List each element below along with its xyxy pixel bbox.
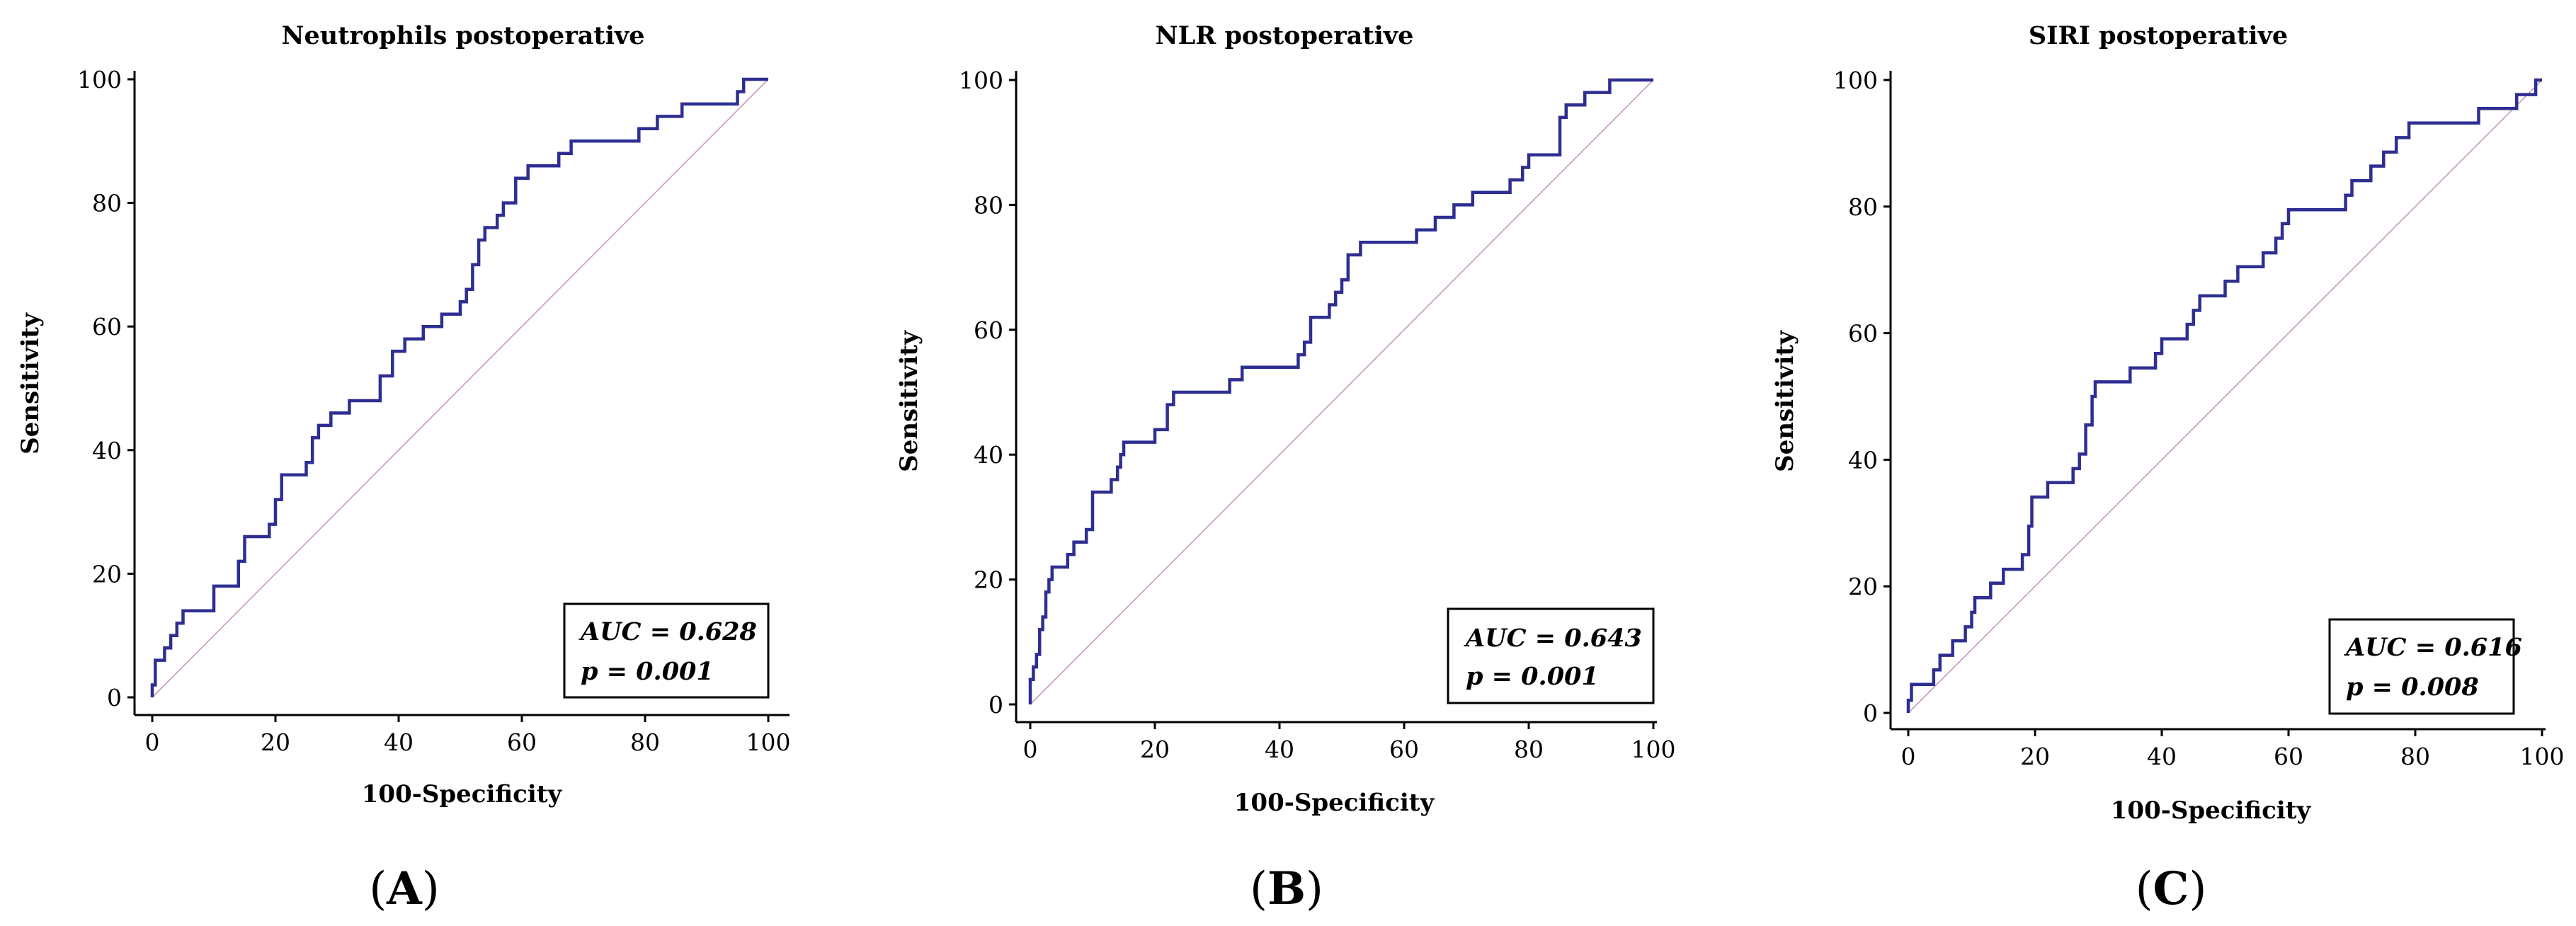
chart-c-y-tick-label: 80	[1848, 193, 1878, 221]
chart-b-y-axis-title: Sensitivity	[895, 330, 923, 472]
chart-b: NLR postoperative 00 20 20 40 40 60 60 80 80 100 1…	[895, 21, 1676, 915]
chart-c-title: SIRI postoperative	[2029, 21, 2288, 50]
chart-b-stats-box	[1447, 607, 1655, 704]
chart-a-stats-box	[563, 602, 770, 699]
chart-b-x-tick-label: 80	[1514, 736, 1544, 763]
chart-c: SIRI postoperative 00 20 20 40 40 60 60 80 80 100…	[1771, 21, 2565, 915]
chart-a-y-axis-title: Sensitivity	[16, 312, 45, 455]
chart-c-ticks: 00 20 20 40 40 60 60 80 80 100 100	[1833, 67, 2565, 770]
chart-c-roc-curve	[1906, 78, 2542, 713]
chart-a-reference-diagonal	[152, 79, 769, 698]
chart-c-x-tick-label: 80	[2400, 743, 2430, 770]
chart-b-x-tick-label: 100	[1631, 736, 1676, 763]
chart-b-y-tick-label: 100	[959, 67, 1003, 94]
chart-a-ticks: 00 20 20 40 40 60 60 80 80 100 100	[77, 66, 791, 756]
chart-b-x-tick-label: 40	[1265, 736, 1294, 763]
chart-a-y-tick-label: 60	[92, 313, 122, 341]
chart-b-reference-diagonal	[1030, 79, 1654, 705]
chart-a-y-tick-label: 20	[92, 560, 122, 588]
chart-c-panel-label: (C)	[2136, 862, 2207, 915]
chart-a-auc-label: AUC = 0.628	[579, 617, 757, 646]
chart-b-y-tick-label: 20	[974, 566, 1003, 594]
chart-c-y-tick-label: 100	[1833, 67, 1878, 94]
chart-a-y-tick-label: 40	[92, 437, 122, 464]
chart-a: Neutrophils postoperative 00 20 20 40 40 60 60…	[16, 21, 791, 915]
chart-a-x-tick-label: 60	[507, 728, 537, 756]
chart-a-x-axis-title: 100-Specificity	[362, 780, 563, 808]
chart-b-auc-label: AUC = 0.643	[1464, 624, 1642, 653]
chart-a-p-value-label: p = 0.001	[581, 657, 714, 686]
chart-b-roc-curve	[1028, 78, 1653, 704]
chart-b-p-value-label: p = 0.001	[1466, 662, 1599, 691]
chart-a-panel-label: (A)	[369, 862, 440, 915]
chart-b-y-tick-label: 0	[988, 691, 1003, 719]
chart-b-x-tick-label: 20	[1140, 736, 1170, 763]
chart-a-x-tick-label: 40	[384, 728, 414, 756]
chart-a-roc-curve	[150, 77, 768, 697]
chart-c-x-axis-title: 100-Specificity	[2111, 796, 2312, 825]
chart-c-x-tick-label: 20	[2020, 743, 2050, 770]
chart-b-panel-label: (B)	[1250, 862, 1323, 915]
chart-a-y-tick-label: 100	[77, 66, 122, 93]
chart-b-y-tick-label: 80	[974, 191, 1003, 219]
chart-b-y-tick-label: 60	[974, 316, 1003, 344]
chart-a-y-tick-label: 0	[107, 684, 122, 711]
chart-b-x-tick-label: 60	[1389, 736, 1419, 763]
chart-c-auc-label: AUC = 0.616	[2344, 633, 2522, 662]
chart-b-y-tick-label: 40	[974, 441, 1003, 469]
chart-b-title: NLR postoperative	[1156, 21, 1414, 50]
chart-c-y-axis-title: Sensitivity	[1771, 330, 1799, 472]
chart-a-x-tick-label: 20	[261, 728, 290, 756]
chart-c-x-tick-label: 0	[1901, 743, 1916, 770]
chart-a-y-tick-label: 80	[92, 190, 122, 217]
chart-a-x-tick-label: 80	[630, 728, 660, 756]
chart-c-y-tick-label: 0	[1863, 699, 1878, 727]
chart-c-x-tick-label: 60	[2274, 743, 2303, 770]
chart-c-reference-diagonal	[1908, 79, 2543, 714]
chart-c-stats-box	[2328, 618, 2515, 715]
chart-b-x-tick-label: 0	[1023, 736, 1038, 763]
chart-c-p-value-label: p = 0.008	[2346, 673, 2479, 702]
chart-c-x-tick-label: 100	[2520, 743, 2565, 770]
chart-c-y-tick-label: 40	[1848, 446, 1878, 474]
chart-c-y-tick-label: 20	[1848, 573, 1878, 600]
chart-b-ticks: 00 20 20 40 40 60 60 80 80 100 100	[959, 67, 1676, 763]
chart-b-x-axis-title: 100-Specificity	[1234, 789, 1435, 817]
chart-a-x-tick-label: 100	[746, 728, 791, 756]
chart-c-y-tick-label: 60	[1848, 320, 1878, 348]
chart-a-title: Neutrophils postoperative	[281, 21, 644, 50]
chart-a-x-tick-label: 0	[145, 728, 160, 756]
chart-c-x-tick-label: 40	[2147, 743, 2177, 770]
